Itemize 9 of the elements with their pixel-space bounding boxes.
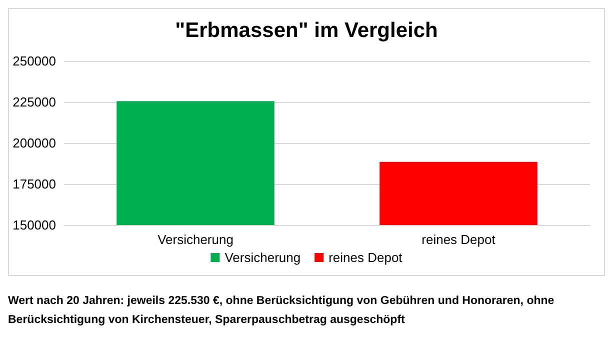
y-tick-label: 150000	[12, 218, 56, 232]
text: Wert nach 20 Jahren: jeweils 225.530 €, ohne Berücksichtigung von Gebühren und Honoraren, ohne Berücksichtigung von Kirchensteuer, Sparerpauschbetrag ausgeschöpft	[8, 294, 556, 328]
y-tick-label: 250000	[12, 54, 56, 68]
legend-label: reines Depot	[328, 250, 403, 265]
legend-label: Versicherung	[224, 250, 301, 265]
y-tick-label: 175000	[12, 176, 56, 192]
y-tick-label: 225000	[12, 94, 56, 110]
chart-title: "Erbmassen" im Vergleich	[175, 19, 438, 42]
y-tick-label: 200000	[12, 136, 56, 150]
